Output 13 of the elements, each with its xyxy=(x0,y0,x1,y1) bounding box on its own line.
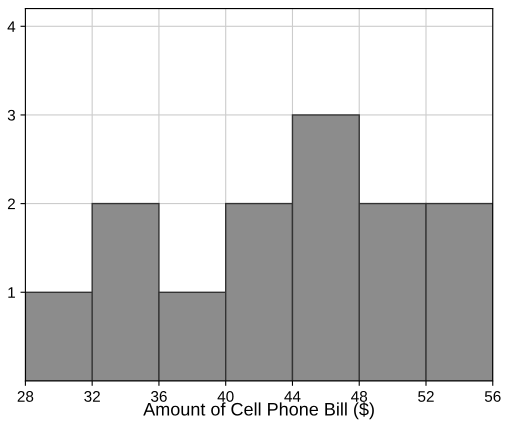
y-tick-label: 1 xyxy=(8,287,15,298)
x-tick-label: 36 xyxy=(151,391,167,402)
y-tick-label: 3 xyxy=(8,110,16,121)
x-tick-label: 48 xyxy=(351,391,368,402)
x-tick-label: 40 xyxy=(218,391,234,402)
x-tick-label: 32 xyxy=(84,391,100,402)
x-tick-label: 44 xyxy=(284,391,301,402)
x-tick-label: 56 xyxy=(484,391,501,402)
y-tick-label: 4 xyxy=(8,21,16,32)
y-tick-label: 2 xyxy=(8,198,15,210)
x-tick-label: 28 xyxy=(18,391,34,402)
x-tick-label: 52 xyxy=(418,391,434,402)
x-axis-title: Amount of Cell Phone Bill ($) xyxy=(143,402,374,420)
